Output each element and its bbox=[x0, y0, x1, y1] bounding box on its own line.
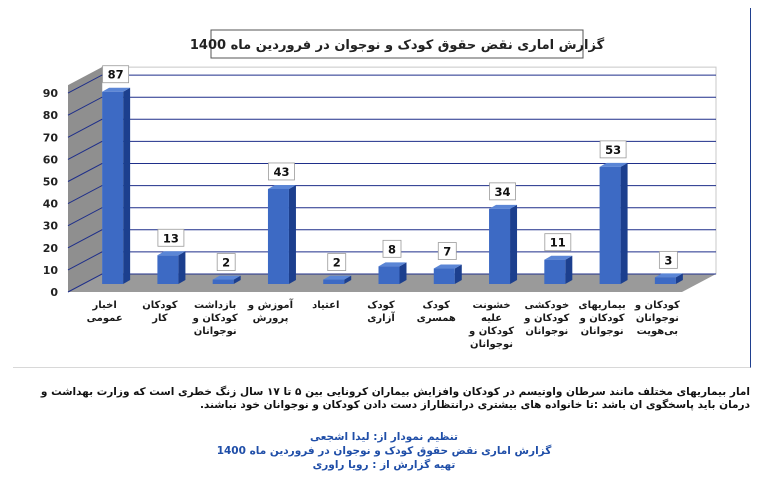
y-tick-label: 20 bbox=[43, 242, 59, 255]
data-label-box bbox=[382, 239, 402, 258]
x-tick-label: اعتیاد bbox=[312, 300, 339, 311]
bar-top bbox=[599, 162, 628, 167]
bar-side bbox=[510, 204, 518, 284]
data-label: 53 bbox=[605, 143, 621, 157]
data-label-box bbox=[544, 233, 572, 252]
bar bbox=[654, 277, 676, 284]
bar bbox=[102, 91, 124, 284]
bar bbox=[157, 255, 179, 284]
y-tick-label: 50 bbox=[43, 176, 59, 189]
y-tick-label: 40 bbox=[43, 198, 59, 211]
bar-side bbox=[288, 184, 296, 284]
bar-side bbox=[454, 264, 462, 284]
data-label-box bbox=[599, 140, 627, 159]
data-label: 2 bbox=[333, 256, 341, 270]
bar bbox=[378, 266, 400, 284]
data-label: 87 bbox=[108, 68, 124, 82]
data-label-box bbox=[216, 253, 236, 271]
bar-top bbox=[489, 204, 518, 209]
bar-top bbox=[102, 87, 131, 92]
bar-top bbox=[212, 275, 241, 280]
data-label-box bbox=[658, 250, 678, 269]
data-label: 43 bbox=[273, 165, 289, 179]
x-tick-label: کودک آزاری bbox=[367, 300, 395, 324]
gridline bbox=[67, 163, 716, 182]
data-label: 11 bbox=[550, 236, 566, 250]
gridline bbox=[67, 140, 716, 160]
bar bbox=[544, 259, 566, 284]
gridline bbox=[67, 74, 716, 94]
data-label-box bbox=[437, 242, 457, 260]
x-tick-label: بازداشت کودکان و نوجوانان bbox=[192, 300, 238, 337]
bar bbox=[267, 188, 289, 284]
chart-title-box bbox=[210, 29, 584, 59]
x-tick-label: آموزش و پرورش bbox=[247, 298, 294, 324]
bar-side bbox=[123, 87, 131, 284]
report-author: تهیه گزارش از : رویا راوری bbox=[312, 459, 456, 471]
data-label: 8 bbox=[388, 242, 396, 256]
y-tick-label: 0 bbox=[50, 286, 58, 299]
data-label-box bbox=[268, 162, 295, 181]
x-tick-label: خشونت علیه کودکان و نوجوانان bbox=[468, 300, 514, 350]
bar bbox=[599, 166, 621, 284]
y-tick-label: 80 bbox=[43, 109, 59, 122]
x-tick-label: کودکان و نوجوانان بی‌هویت bbox=[634, 300, 680, 337]
gridline bbox=[67, 118, 716, 138]
bar-side bbox=[233, 275, 241, 284]
bar-top bbox=[433, 264, 462, 269]
bar-side bbox=[399, 262, 407, 284]
x-tick-label: کودک همسری bbox=[417, 300, 456, 324]
x-tick-label: اخبار عمومی bbox=[87, 300, 123, 324]
chart-caption: امار بیماریهای مختلف مانند سرطان واوتیسم… bbox=[40, 386, 750, 411]
y-tick-label: 30 bbox=[43, 220, 59, 233]
data-label-box bbox=[489, 182, 516, 201]
y-tick-label: 60 bbox=[43, 153, 59, 166]
bar-side bbox=[675, 273, 683, 284]
bar-top bbox=[267, 184, 296, 189]
x-tick-label: کودکان کار bbox=[142, 300, 178, 324]
bar bbox=[433, 268, 455, 284]
credits-block: تنظیم نمودار از: لیدا اشجعی گزارش اماری … bbox=[0, 430, 768, 472]
chart-title: گزارش اماری نقض حقوق کودک و نوجوان در فر… bbox=[190, 37, 605, 53]
bar-top bbox=[544, 255, 573, 260]
bar bbox=[489, 208, 511, 284]
data-label: 13 bbox=[163, 231, 179, 245]
side-wall bbox=[68, 67, 102, 292]
bar-side bbox=[344, 275, 352, 284]
data-label-box bbox=[102, 65, 130, 84]
chart-panel: 0 10 20 30 40 50 60 70 80 90 87 اخبار عمومی 13 کودکان ک… bbox=[13, 8, 751, 368]
bar-top bbox=[323, 275, 352, 280]
data-label: 3 bbox=[664, 253, 672, 267]
data-label: 34 bbox=[495, 185, 511, 199]
bar-top bbox=[654, 273, 683, 278]
data-label-box bbox=[327, 253, 347, 271]
bar-top bbox=[157, 251, 186, 256]
bar bbox=[323, 279, 345, 284]
bar-side bbox=[565, 255, 573, 284]
data-label-box bbox=[157, 228, 185, 247]
bar-side bbox=[620, 162, 628, 284]
gridline bbox=[67, 96, 716, 116]
y-tick-label: 10 bbox=[43, 264, 59, 277]
chart-author: تنظیم نمودار از: لیدا اشجعی bbox=[310, 431, 458, 443]
bar-side bbox=[178, 251, 186, 284]
x-tick-label: خودکشی کودکان و نوجوانان bbox=[523, 300, 569, 337]
bar-top bbox=[378, 262, 407, 267]
y-tick-label: 90 bbox=[43, 87, 59, 100]
x-tick-label: بیماریهای کودکان و نوجوانان bbox=[578, 300, 625, 337]
data-label: 2 bbox=[222, 256, 230, 270]
report-title: گزارش اماری نقض حقوق کودک و نوجوان در فر… bbox=[216, 445, 552, 457]
bar bbox=[212, 279, 234, 284]
data-label: 7 bbox=[443, 245, 451, 259]
y-tick-label: 70 bbox=[43, 131, 59, 144]
